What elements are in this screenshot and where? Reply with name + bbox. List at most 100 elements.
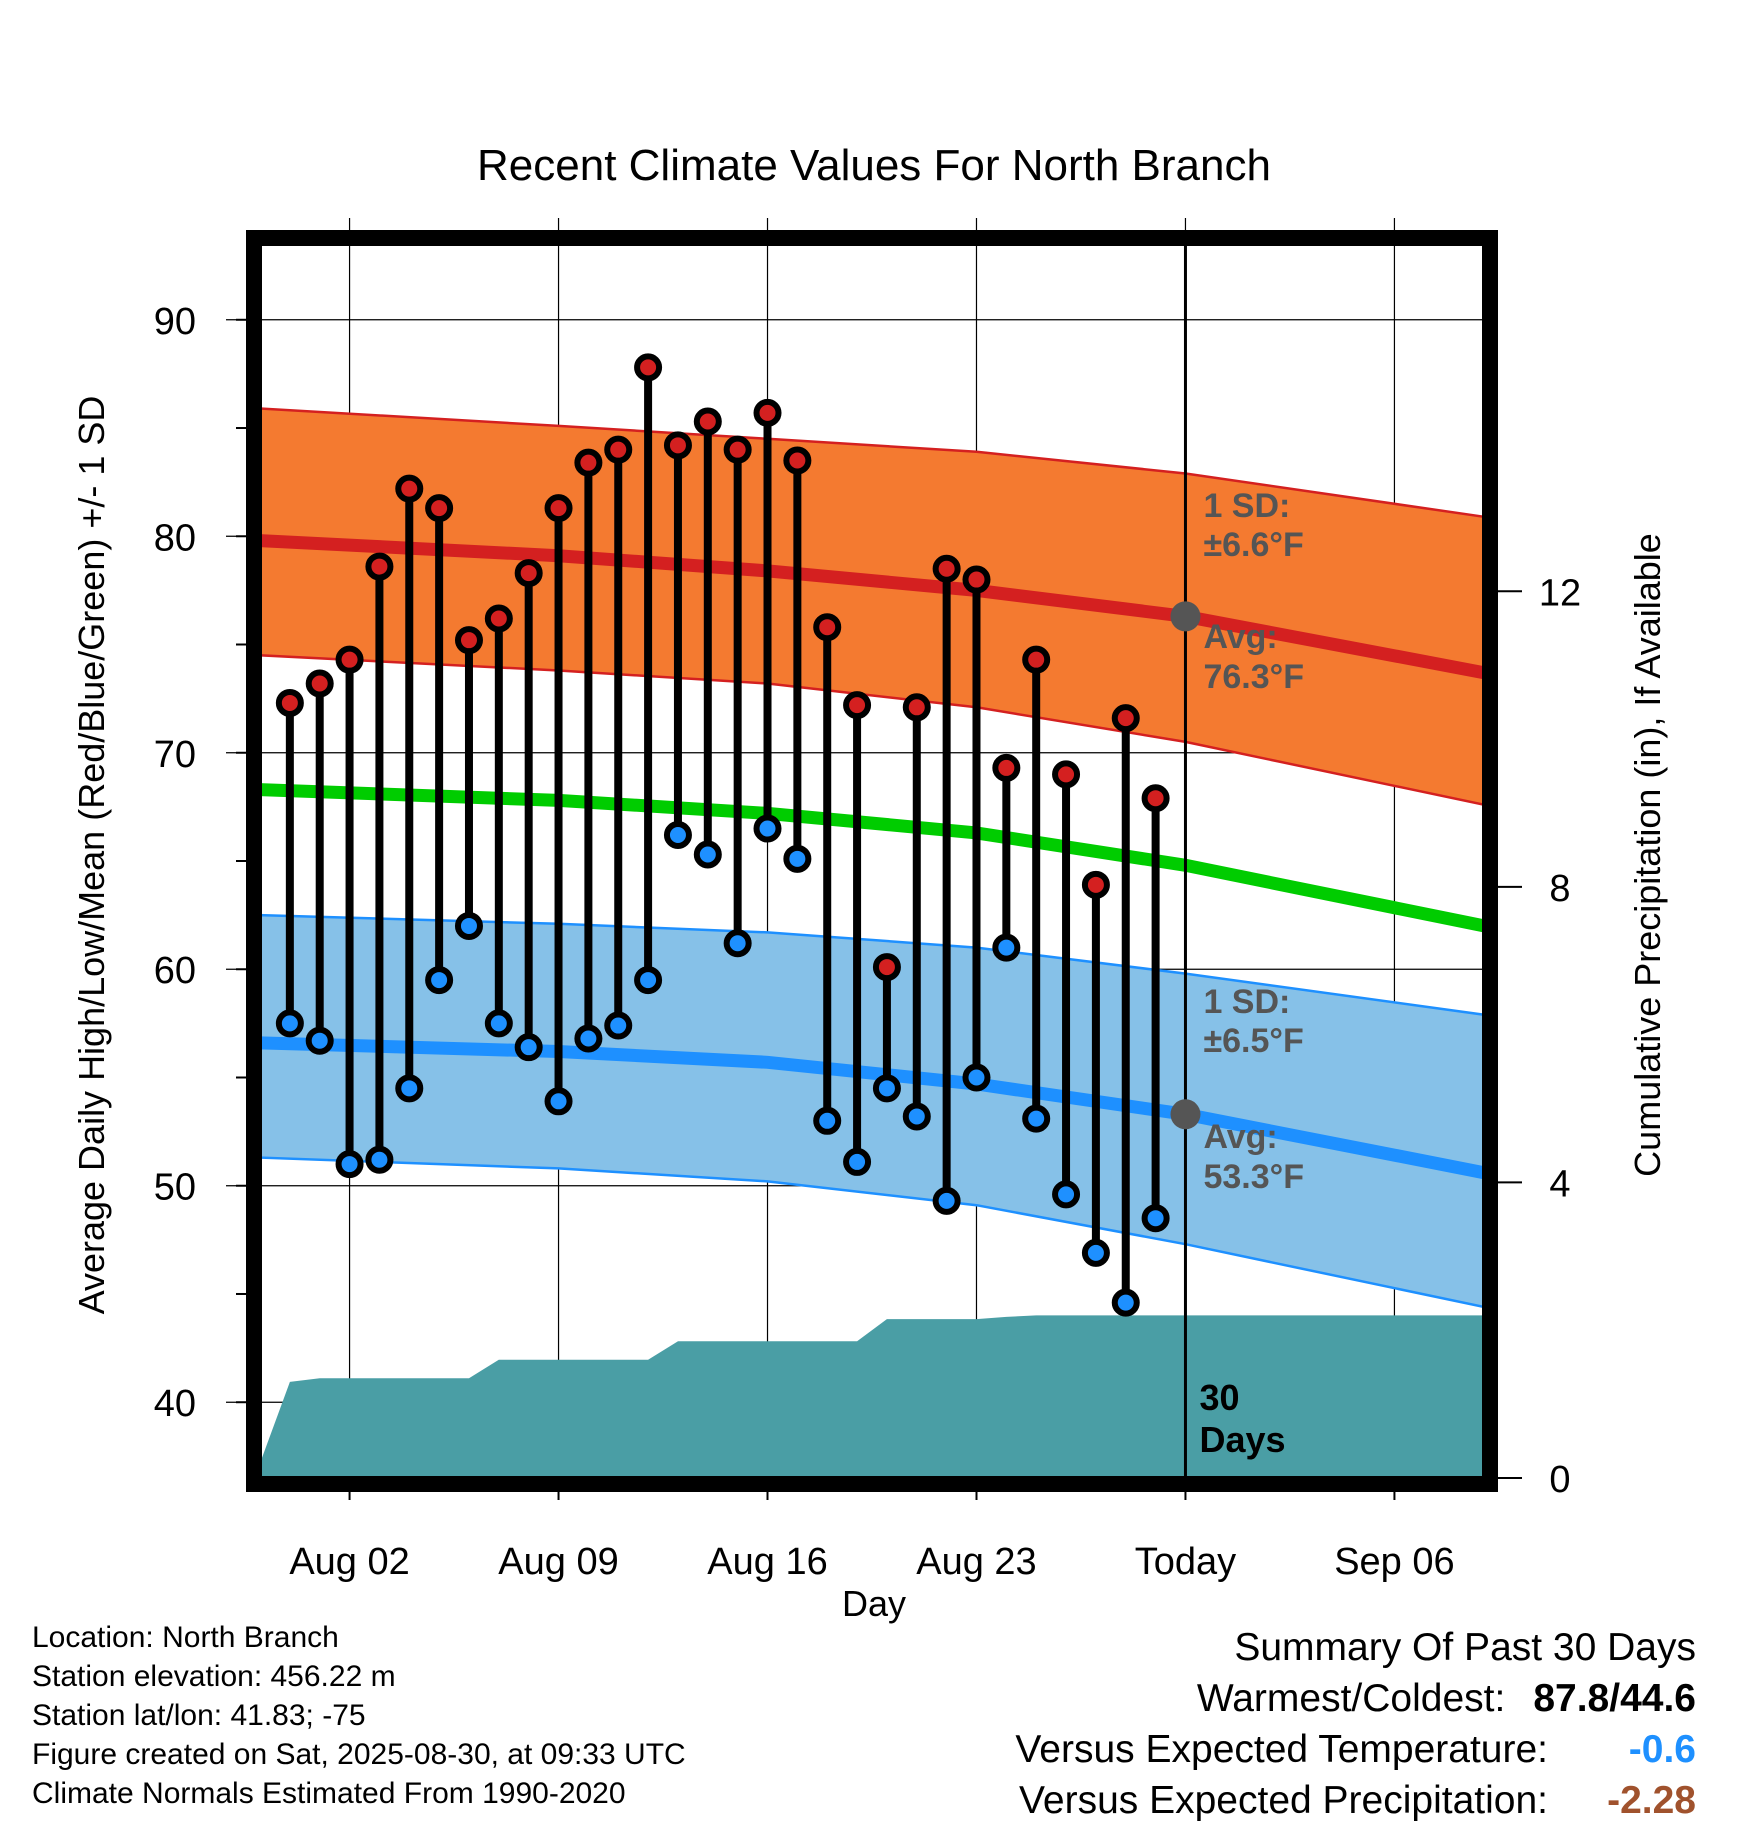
warm-cold-label: Warmest/Coldest: bbox=[1196, 1677, 1506, 1720]
observed-low-point bbox=[484, 1009, 513, 1038]
observed-low-point bbox=[663, 821, 692, 850]
observed-high-point bbox=[544, 494, 573, 523]
y-tick-label: 70 bbox=[154, 734, 196, 776]
low-sd-value: ±6.5°F bbox=[1203, 1022, 1303, 1060]
observed-high-point bbox=[1141, 784, 1170, 813]
normal-low-line bbox=[259, 1036, 1486, 1180]
observed-high-point bbox=[514, 559, 543, 588]
x-tick-label: Aug 02 bbox=[289, 1541, 409, 1583]
precip-area bbox=[260, 1315, 1484, 1478]
observed-low-point bbox=[992, 933, 1021, 962]
today-high-avg-marker bbox=[1170, 601, 1201, 632]
observed-high-point bbox=[723, 435, 752, 464]
observed-low-point bbox=[843, 1147, 872, 1176]
y2-tick-label: 0 bbox=[1549, 1459, 1570, 1501]
observed-low-point bbox=[872, 1074, 901, 1103]
observed-high-point bbox=[872, 953, 901, 982]
x-tick-label: Today bbox=[1135, 1541, 1236, 1583]
y2-tick-label: 12 bbox=[1539, 572, 1581, 614]
observed-high-point bbox=[813, 613, 842, 642]
observed-low-point bbox=[395, 1074, 424, 1103]
high-sd-band bbox=[258, 407, 1486, 807]
chart-title: Recent Climate Values For North Branch bbox=[477, 141, 1271, 190]
elevation-text: Station elevation: 456.22 m bbox=[32, 1660, 396, 1693]
normal-high-line bbox=[259, 534, 1486, 680]
observed-low-point bbox=[634, 966, 663, 995]
y-axis-label: Average Daily High/Low/Mean (Red/Blue/Gr… bbox=[71, 396, 112, 1315]
observed-high-point bbox=[1022, 645, 1051, 674]
observed-low-point bbox=[275, 1009, 304, 1038]
x-tick-label: Aug 09 bbox=[498, 1541, 618, 1583]
observed-low-point bbox=[1141, 1204, 1170, 1233]
observed-high-point bbox=[574, 448, 603, 477]
observed-low-point bbox=[604, 1011, 633, 1040]
observed-high-point bbox=[305, 669, 334, 698]
observed-low-point bbox=[813, 1106, 842, 1135]
observed-high-point bbox=[275, 688, 304, 717]
high-sd-label: 1 SD: bbox=[1203, 487, 1290, 525]
summary-heading: Summary Of Past 30 Days bbox=[1234, 1626, 1696, 1669]
high-sd-value: ±6.6°F bbox=[1203, 526, 1303, 564]
observed-low-point bbox=[514, 1033, 543, 1062]
x-axis-label: Day bbox=[842, 1583, 906, 1624]
summary-temp: Versus Expected Temperature: -0.6 bbox=[1015, 1724, 1696, 1775]
observed-high-point bbox=[1052, 760, 1081, 789]
observed-high-point bbox=[693, 407, 722, 436]
observed-low-point bbox=[1081, 1238, 1110, 1267]
observed-high-point bbox=[962, 565, 991, 594]
summary-panel: Summary Of Past 30 Days Warmest/Coldest:… bbox=[1015, 1622, 1696, 1826]
y2-tick-label: 4 bbox=[1549, 1163, 1570, 1205]
observed-low-point bbox=[783, 844, 812, 873]
observed-high-point bbox=[1111, 704, 1140, 733]
precip-label: Versus Expected Precipitation: bbox=[1019, 1779, 1548, 1822]
observed-low-point bbox=[335, 1150, 364, 1179]
observed-high-point bbox=[484, 604, 513, 633]
station-info: Location: North Branch Station elevation… bbox=[32, 1618, 686, 1813]
y-tick-label: 80 bbox=[154, 517, 196, 559]
observed-high-point bbox=[843, 691, 872, 720]
observed-high-point bbox=[1081, 870, 1110, 899]
observed-low-point bbox=[932, 1186, 961, 1215]
low-sd-label: 1 SD: bbox=[1203, 983, 1290, 1021]
summary-precip: Versus Expected Precipitation: -2.28 bbox=[1015, 1775, 1696, 1826]
observed-low-point bbox=[693, 840, 722, 869]
observed-high-point bbox=[634, 353, 663, 382]
observed-high-point bbox=[335, 645, 364, 674]
observed-low-point bbox=[902, 1102, 931, 1131]
normals-text: Climate Normals Estimated From 1990-2020 bbox=[32, 1777, 626, 1810]
observed-high-point bbox=[365, 552, 394, 581]
observed-low-point bbox=[365, 1145, 394, 1174]
plot-frame bbox=[246, 230, 1498, 1492]
observed-high-point bbox=[395, 474, 424, 503]
high-avg-label: Avg: bbox=[1203, 618, 1277, 656]
observed-high-point bbox=[753, 398, 782, 427]
x-tick-label: Sep 06 bbox=[1334, 1541, 1454, 1583]
climate-chart: Recent Climate Values For North Branch 1… bbox=[71, 141, 1668, 1624]
observed-high-point bbox=[932, 554, 961, 583]
x-tick-label: Aug 23 bbox=[916, 1541, 1036, 1583]
days-unit-label: Days bbox=[1199, 1419, 1285, 1460]
observed-low-point bbox=[544, 1087, 573, 1116]
x-tick-label: Aug 16 bbox=[707, 1541, 827, 1583]
y-tick-label: 50 bbox=[154, 1167, 196, 1209]
latlon-text: Station lat/lon: 41.83; -75 bbox=[32, 1699, 366, 1732]
y2-tick-label: 8 bbox=[1549, 868, 1570, 910]
observed-low-point bbox=[1052, 1180, 1081, 1209]
y-tick-label: 60 bbox=[154, 950, 196, 992]
low-avg-label: Avg: bbox=[1203, 1118, 1277, 1156]
observed-low-point bbox=[1111, 1288, 1140, 1317]
observed-high-point bbox=[663, 431, 692, 460]
observed-low-point bbox=[305, 1026, 334, 1055]
precip-value: -2.28 bbox=[1607, 1779, 1696, 1822]
location-text: Location: North Branch bbox=[32, 1621, 339, 1654]
observed-low-point bbox=[574, 1024, 603, 1053]
y-tick-label: 40 bbox=[154, 1383, 196, 1425]
y2-axis-label: Cumulative Precipitation (in), If Availa… bbox=[1627, 533, 1668, 1177]
high-avg-value: 76.3°F bbox=[1203, 658, 1304, 696]
observed-low-point bbox=[753, 814, 782, 843]
observed-high-point bbox=[425, 494, 454, 523]
today-low-avg-marker bbox=[1170, 1099, 1201, 1130]
low-avg-value: 53.3°F bbox=[1203, 1158, 1304, 1196]
summary-warm-cold: Warmest/Coldest: 87.8/44.6 bbox=[1015, 1673, 1696, 1724]
